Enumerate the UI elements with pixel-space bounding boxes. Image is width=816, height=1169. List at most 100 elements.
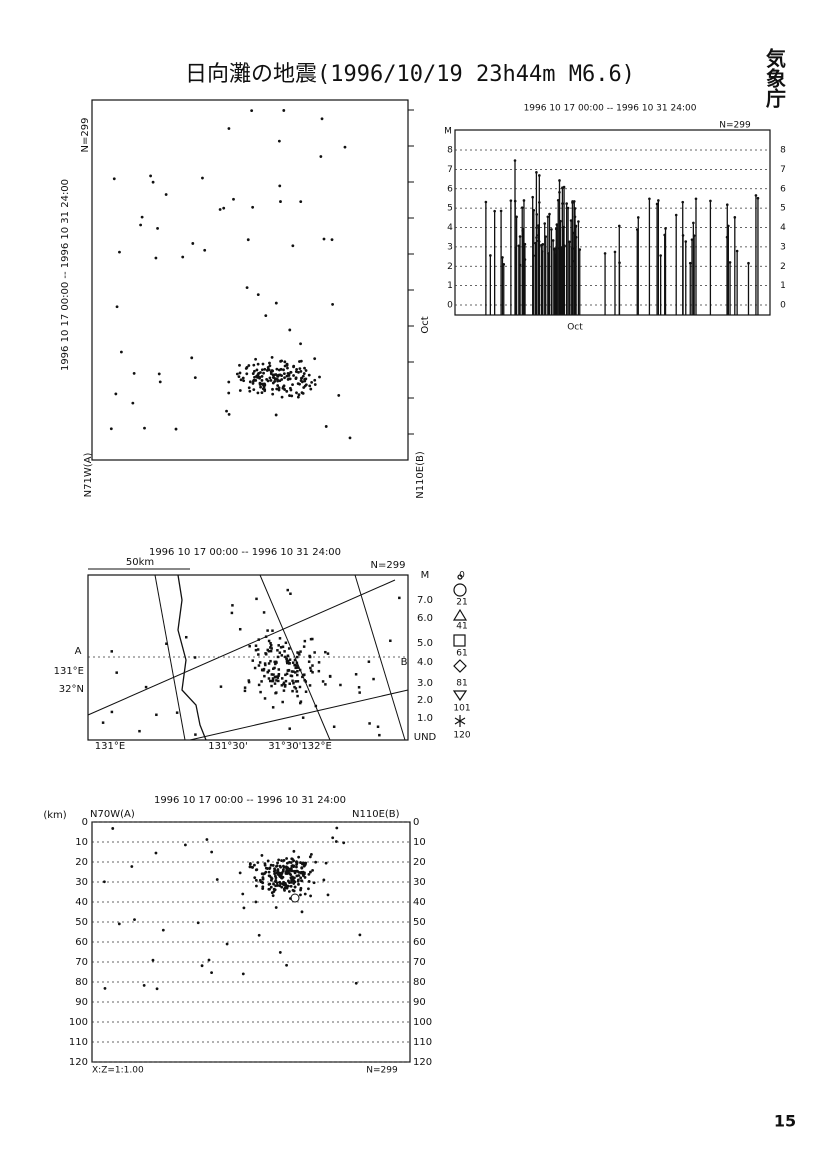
event-dot — [263, 863, 267, 867]
event-dot — [287, 372, 291, 376]
event-dot — [161, 928, 165, 932]
event-dot — [269, 863, 273, 867]
event-dot — [282, 682, 285, 686]
event-dot — [203, 248, 207, 252]
event-dot — [274, 413, 278, 417]
event-dot — [259, 385, 262, 389]
event-dot — [296, 673, 299, 677]
event-dot — [269, 659, 272, 663]
event-dot — [313, 378, 317, 382]
event-dot — [277, 644, 280, 647]
event-dot — [288, 386, 292, 390]
map-line — [87, 579, 396, 716]
event-dot — [303, 678, 306, 682]
event-dot — [274, 377, 278, 381]
event-dot — [275, 367, 279, 371]
event-dot — [275, 675, 278, 678]
event-dot — [273, 872, 277, 876]
event-dot — [278, 184, 282, 188]
count: N=299 — [719, 121, 751, 131]
event-dot — [334, 840, 338, 843]
y-tick-label: 2 — [780, 262, 786, 272]
event-dot — [499, 209, 503, 213]
event-dot — [367, 660, 371, 663]
y-tick-label: 4 — [780, 223, 786, 233]
event-dot — [252, 363, 256, 367]
event-dot — [297, 882, 300, 886]
y-tick-label: 7 — [780, 165, 786, 175]
event-dot — [227, 380, 231, 384]
event-dot — [309, 666, 312, 670]
event-dot — [253, 369, 256, 373]
event-dot — [285, 374, 289, 378]
event-dot — [291, 679, 294, 683]
event-dot — [230, 611, 234, 615]
event-dot — [242, 379, 246, 383]
event-dot — [309, 870, 312, 874]
event-dot — [308, 684, 312, 687]
event-dot — [278, 951, 282, 954]
event-dot — [280, 359, 284, 363]
y-tick-label: 90 — [413, 997, 426, 1008]
event-dot — [205, 838, 209, 841]
event-dot — [280, 677, 284, 680]
y-tick-label: 1 — [780, 281, 786, 291]
event-dot — [566, 206, 570, 210]
event-dot — [139, 223, 143, 227]
event-dot — [709, 199, 712, 203]
event-dot — [307, 887, 310, 891]
event-dot — [267, 649, 271, 653]
event-dot — [268, 364, 272, 368]
map-line — [189, 689, 409, 741]
event-dot — [115, 671, 118, 674]
event-dot — [555, 223, 559, 226]
event-dot — [271, 381, 275, 385]
event-dot — [296, 395, 300, 399]
event-dot — [287, 377, 291, 381]
event-dot — [295, 655, 299, 659]
event-dot — [282, 681, 286, 685]
event-dot — [285, 657, 288, 660]
event-dot — [308, 655, 312, 659]
event-dot — [280, 871, 284, 875]
event-dot — [266, 366, 270, 369]
event-dot — [302, 372, 306, 375]
event-dot — [515, 215, 518, 219]
event-dot — [301, 391, 305, 395]
event-dot — [200, 964, 204, 968]
event-dot — [725, 235, 729, 239]
count: N=299 — [80, 118, 91, 153]
y-tick-label: 8 — [447, 146, 453, 156]
event-dot — [270, 673, 274, 676]
event-dot — [264, 866, 268, 870]
event-dot — [271, 392, 275, 396]
event-dot — [251, 382, 255, 385]
event-dot — [251, 659, 255, 662]
event-dot — [727, 224, 730, 228]
event-dot — [287, 668, 291, 672]
event-dot — [110, 650, 114, 653]
event-dot — [284, 683, 287, 687]
event-dot — [291, 875, 294, 879]
event-dot — [296, 680, 300, 683]
month-label: Oct — [420, 316, 431, 333]
event-dot — [238, 371, 242, 375]
event-dot — [304, 690, 308, 693]
event-dot — [284, 641, 288, 645]
event-dot — [260, 374, 264, 378]
event-dot — [268, 376, 272, 380]
event-dot — [518, 235, 522, 238]
event-dot — [257, 653, 260, 656]
event-dot — [283, 376, 286, 380]
event-dot — [282, 368, 285, 372]
event-dot — [313, 383, 317, 386]
event-dot — [288, 394, 291, 397]
y-tick-label: 4 — [447, 223, 453, 233]
event-dot — [239, 378, 243, 382]
y-tick-label: 2 — [447, 262, 453, 272]
y-tick-label: 70 — [75, 957, 88, 968]
event-dot — [268, 361, 271, 365]
event-dot — [174, 427, 178, 431]
event-dot — [271, 706, 275, 709]
event-dot — [684, 240, 688, 243]
